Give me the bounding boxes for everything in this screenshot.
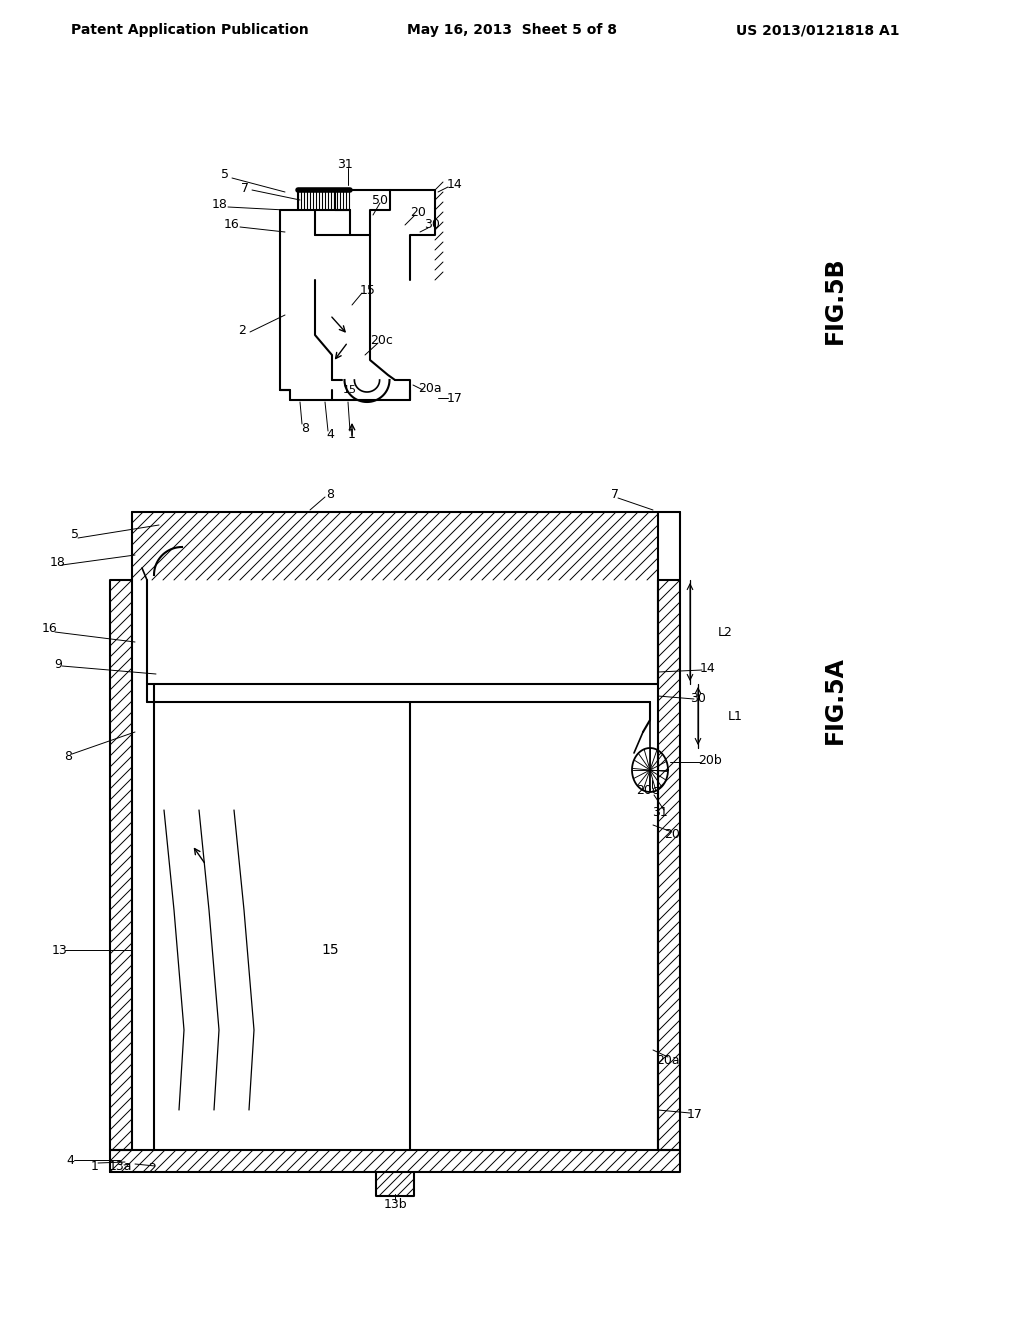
Text: 17: 17 [687, 1109, 702, 1122]
Text: 1: 1 [348, 429, 356, 441]
Text: 31: 31 [337, 158, 353, 172]
Text: 1: 1 [91, 1159, 99, 1172]
Text: FIG.5A: FIG.5A [823, 656, 847, 744]
Text: 17: 17 [447, 392, 463, 404]
Text: L1: L1 [728, 710, 742, 722]
Text: 4: 4 [326, 429, 334, 441]
Text: 5: 5 [221, 169, 229, 181]
Text: 20c: 20c [637, 784, 659, 796]
Text: 20b: 20b [698, 754, 722, 767]
Text: US 2013/0121818 A1: US 2013/0121818 A1 [736, 22, 900, 37]
Text: 30: 30 [690, 693, 706, 705]
Text: 4: 4 [67, 1154, 74, 1167]
Text: Patent Application Publication: Patent Application Publication [71, 22, 309, 37]
Text: 20: 20 [410, 206, 426, 219]
Text: L2: L2 [718, 626, 732, 639]
Text: 8: 8 [301, 421, 309, 434]
Text: 5: 5 [71, 528, 79, 541]
Text: 20a: 20a [656, 1053, 680, 1067]
Text: 18: 18 [50, 556, 66, 569]
Text: 15: 15 [322, 942, 339, 957]
Text: 20: 20 [664, 829, 680, 842]
Text: 2: 2 [148, 1162, 156, 1175]
Text: 30: 30 [424, 219, 440, 231]
Text: 15: 15 [343, 385, 357, 395]
Text: 13a: 13a [109, 1160, 132, 1173]
Text: 14: 14 [447, 178, 463, 191]
Text: FIG.5B: FIG.5B [823, 256, 847, 343]
Text: 13b: 13b [383, 1197, 407, 1210]
Text: 13: 13 [52, 944, 68, 957]
Text: 16: 16 [224, 219, 240, 231]
Text: 31: 31 [652, 805, 668, 818]
Text: 7: 7 [611, 487, 618, 500]
Text: 8: 8 [63, 751, 72, 763]
Text: 20a: 20a [418, 381, 441, 395]
Text: 50: 50 [372, 194, 388, 206]
Text: 18: 18 [212, 198, 228, 211]
Text: 7: 7 [241, 181, 249, 194]
Text: 15: 15 [360, 284, 376, 297]
Text: 9: 9 [54, 657, 61, 671]
Text: 16: 16 [42, 623, 58, 635]
Text: 20c: 20c [371, 334, 393, 346]
Text: 2: 2 [238, 323, 246, 337]
Text: May 16, 2013  Sheet 5 of 8: May 16, 2013 Sheet 5 of 8 [407, 22, 617, 37]
Text: 8: 8 [326, 487, 334, 500]
Text: 14: 14 [700, 663, 716, 676]
